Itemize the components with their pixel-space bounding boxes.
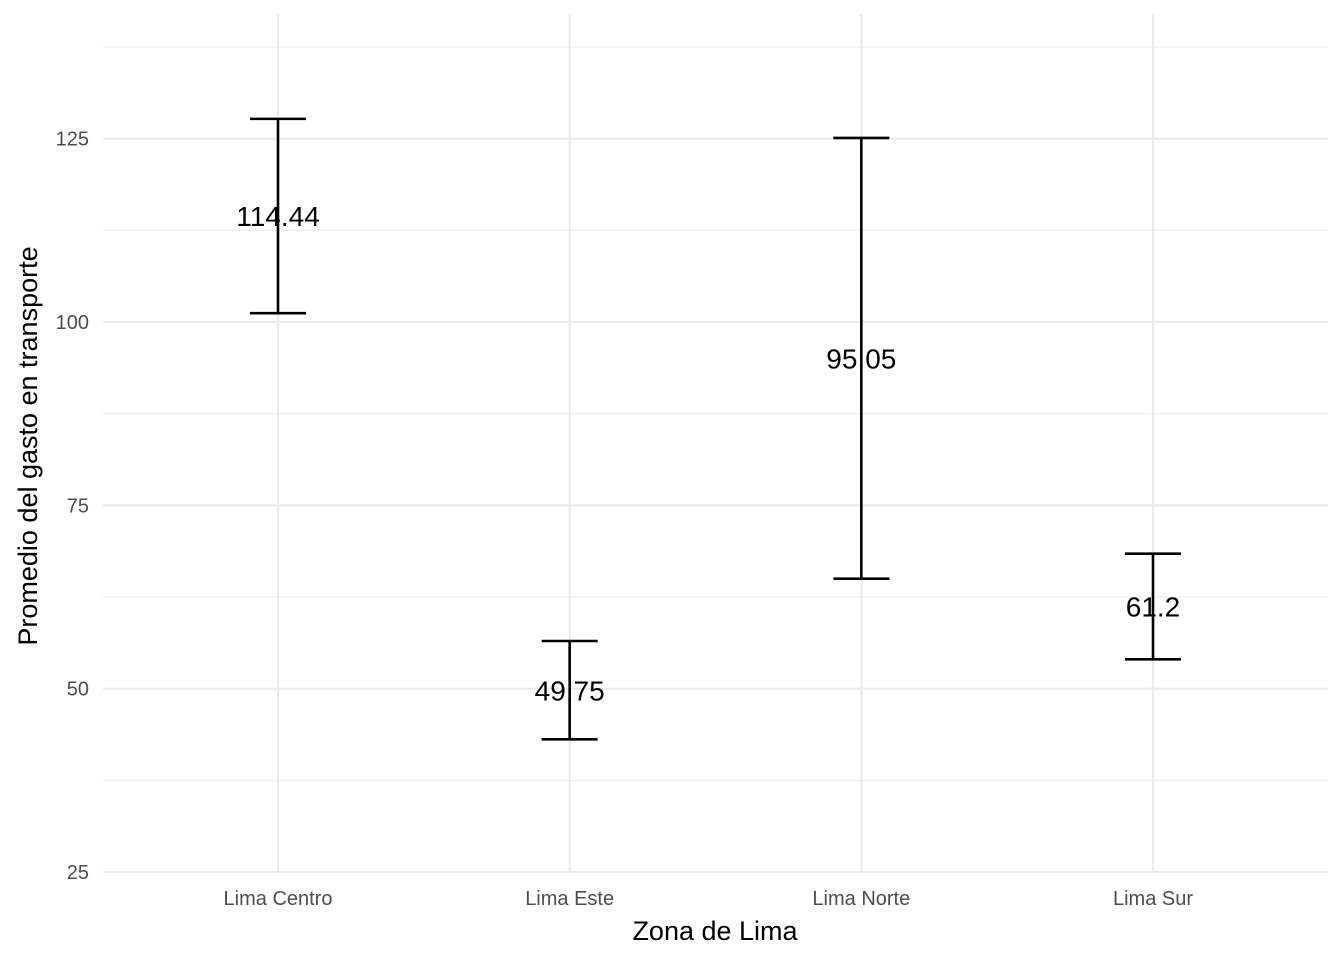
- y-tick-label: 75: [67, 495, 89, 517]
- mean-label: 49.75: [535, 676, 605, 707]
- error-bars: 114.44 49.75 95.05 61.2: [236, 117, 1181, 741]
- x-tick-label: Lima Norte: [812, 888, 910, 910]
- error-bar: 61.2: [1125, 552, 1181, 661]
- x-axis-ticks: Lima Centro Lima Este Lima Norte Lima Sur: [224, 888, 1194, 910]
- y-tick-label: 100: [56, 312, 89, 334]
- mean-label: 114.44: [236, 201, 320, 232]
- mean-label: 95.05: [826, 343, 896, 374]
- x-tick-label: Lima Centro: [224, 888, 333, 910]
- error-bar: 95.05: [826, 136, 896, 580]
- x-tick-label: Lima Sur: [1113, 888, 1193, 910]
- y-tick-label: 25: [67, 862, 89, 884]
- x-tick-label: Lima Este: [525, 888, 614, 910]
- error-bar: 49.75: [535, 639, 605, 741]
- grid: [103, 14, 1328, 874]
- y-axis-title: Promedio del gasto en transporte: [13, 246, 43, 645]
- error-bar: 114.44: [236, 117, 320, 315]
- x-axis-title: Zona de Lima: [632, 916, 798, 946]
- y-tick-label: 125: [56, 129, 89, 151]
- mean-label: 61.2: [1126, 592, 1181, 623]
- y-axis-ticks: 25 50 75 100 125: [56, 129, 89, 884]
- y-tick-label: 50: [67, 679, 89, 701]
